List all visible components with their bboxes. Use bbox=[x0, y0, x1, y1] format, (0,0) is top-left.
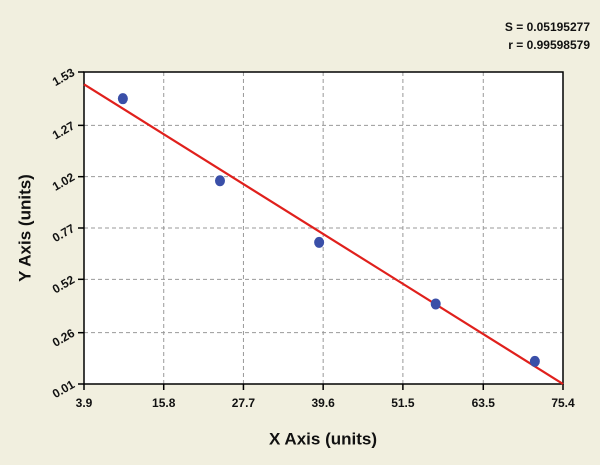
x-tick-label: 51.5 bbox=[391, 396, 415, 410]
stat-s: S = 0.05195277 bbox=[505, 20, 590, 34]
data-point bbox=[314, 236, 325, 248]
data-point bbox=[214, 175, 225, 187]
y-tick-label: 0.52 bbox=[50, 272, 78, 296]
x-tick-label: 15.8 bbox=[152, 396, 176, 410]
x-tick-label: 75.4 bbox=[551, 396, 575, 410]
data-point bbox=[430, 298, 441, 310]
x-tick-label: 3.9 bbox=[76, 396, 93, 410]
x-axis-title: X Axis (units) bbox=[269, 429, 377, 448]
y-tick-label: 0.01 bbox=[50, 377, 78, 401]
plot-frame bbox=[83, 71, 564, 385]
x-tick-label: 63.5 bbox=[472, 396, 496, 410]
y-axis-title: Y Axis (units) bbox=[15, 174, 34, 282]
y-tick-label: 0.26 bbox=[50, 326, 78, 350]
data-point bbox=[529, 355, 540, 367]
y-tick-label: 0.77 bbox=[50, 221, 78, 245]
y-tick-label: 1.27 bbox=[50, 118, 78, 142]
fit-line bbox=[83, 83, 564, 385]
data-point bbox=[117, 93, 128, 105]
x-tick-label: 27.7 bbox=[232, 396, 256, 410]
stat-r: r = 0.99598579 bbox=[508, 38, 590, 52]
y-tick-label: 1.02 bbox=[50, 170, 78, 194]
y-tick-label: 1.53 bbox=[50, 65, 78, 89]
x-tick-label: 39.6 bbox=[311, 396, 335, 410]
